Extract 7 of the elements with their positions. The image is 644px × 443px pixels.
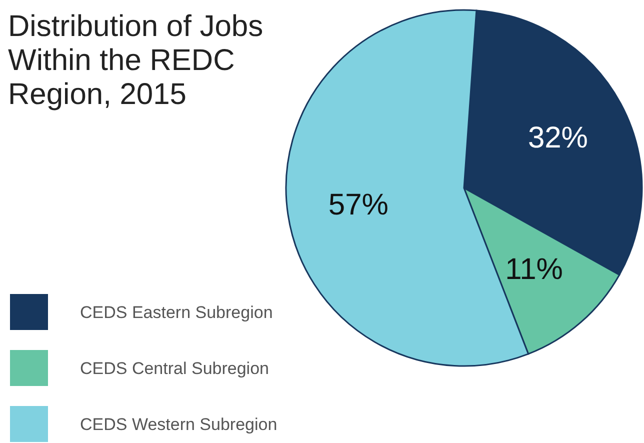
data-label: 32%: [528, 122, 588, 155]
legend-label: CEDS Eastern Subregion: [80, 302, 273, 322]
data-label: 11%: [505, 253, 563, 286]
legend-label: CEDS Central Subregion: [80, 358, 269, 378]
text: Distribution of Jobs Within the REDC Region, 2015: [8, 10, 264, 111]
data-label: 57%: [328, 188, 388, 222]
legend-label: CEDS Western Subregion: [80, 414, 278, 434]
